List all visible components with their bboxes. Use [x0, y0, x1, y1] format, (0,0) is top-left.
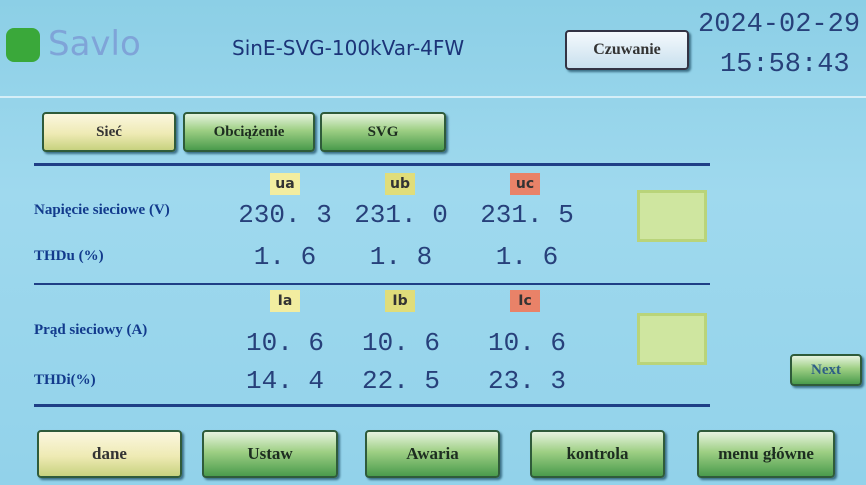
next-button[interactable]: Next — [790, 354, 862, 386]
column-header: uc — [510, 173, 540, 195]
value: 231. 5 — [462, 200, 592, 230]
value: 10. 6 — [220, 328, 350, 358]
status-button[interactable]: Czuwanie — [565, 30, 689, 70]
column-header: ub — [385, 173, 415, 195]
chart-icon[interactable] — [637, 313, 707, 365]
value: 230. 3 — [220, 200, 350, 230]
value: 1. 6 — [462, 242, 592, 272]
tab[interactable]: Obciążenie — [183, 112, 315, 152]
date: 2024-02-29 — [698, 10, 860, 40]
value: 10. 6 — [462, 328, 592, 358]
logo-text: Savlo — [48, 24, 141, 64]
device-title: SinE-SVG-100kVar-4FW — [232, 36, 464, 60]
footer-button[interactable]: Awaria — [365, 430, 500, 478]
column-header: Ic — [510, 290, 540, 312]
column-header: ua — [270, 173, 300, 195]
logo-icon — [6, 28, 40, 62]
section-rule — [34, 163, 710, 166]
row-label: THDi(%) — [34, 372, 96, 389]
header-rule — [0, 96, 866, 98]
value: 1. 8 — [336, 242, 466, 272]
section-rule — [34, 404, 710, 407]
tab[interactable]: SVG — [320, 112, 446, 152]
value: 231. 0 — [336, 200, 466, 230]
value: 14. 4 — [220, 366, 350, 396]
column-header: Ia — [270, 290, 300, 312]
value: 22. 5 — [336, 366, 466, 396]
footer-button[interactable]: menu główne — [697, 430, 835, 478]
value: 1. 6 — [220, 242, 350, 272]
row-label: THDu (%) — [34, 248, 104, 265]
footer-button[interactable]: Ustaw — [202, 430, 338, 478]
section-rule — [34, 283, 710, 285]
time: 15:58:43 — [720, 50, 850, 80]
screen: Savlo SinE-SVG-100kVar-4FW Czuwanie 2024… — [0, 0, 866, 485]
column-header: Ib — [385, 290, 415, 312]
footer-button[interactable]: kontrola — [530, 430, 665, 478]
chart-icon[interactable] — [637, 190, 707, 242]
value: 10. 6 — [336, 328, 466, 358]
row-label: Prąd sieciowy (A) — [34, 322, 147, 339]
row-label: Napięcie sieciowe (V) — [34, 202, 170, 219]
tab[interactable]: Sieć — [42, 112, 176, 152]
footer-button[interactable]: dane — [37, 430, 182, 478]
value: 23. 3 — [462, 366, 592, 396]
